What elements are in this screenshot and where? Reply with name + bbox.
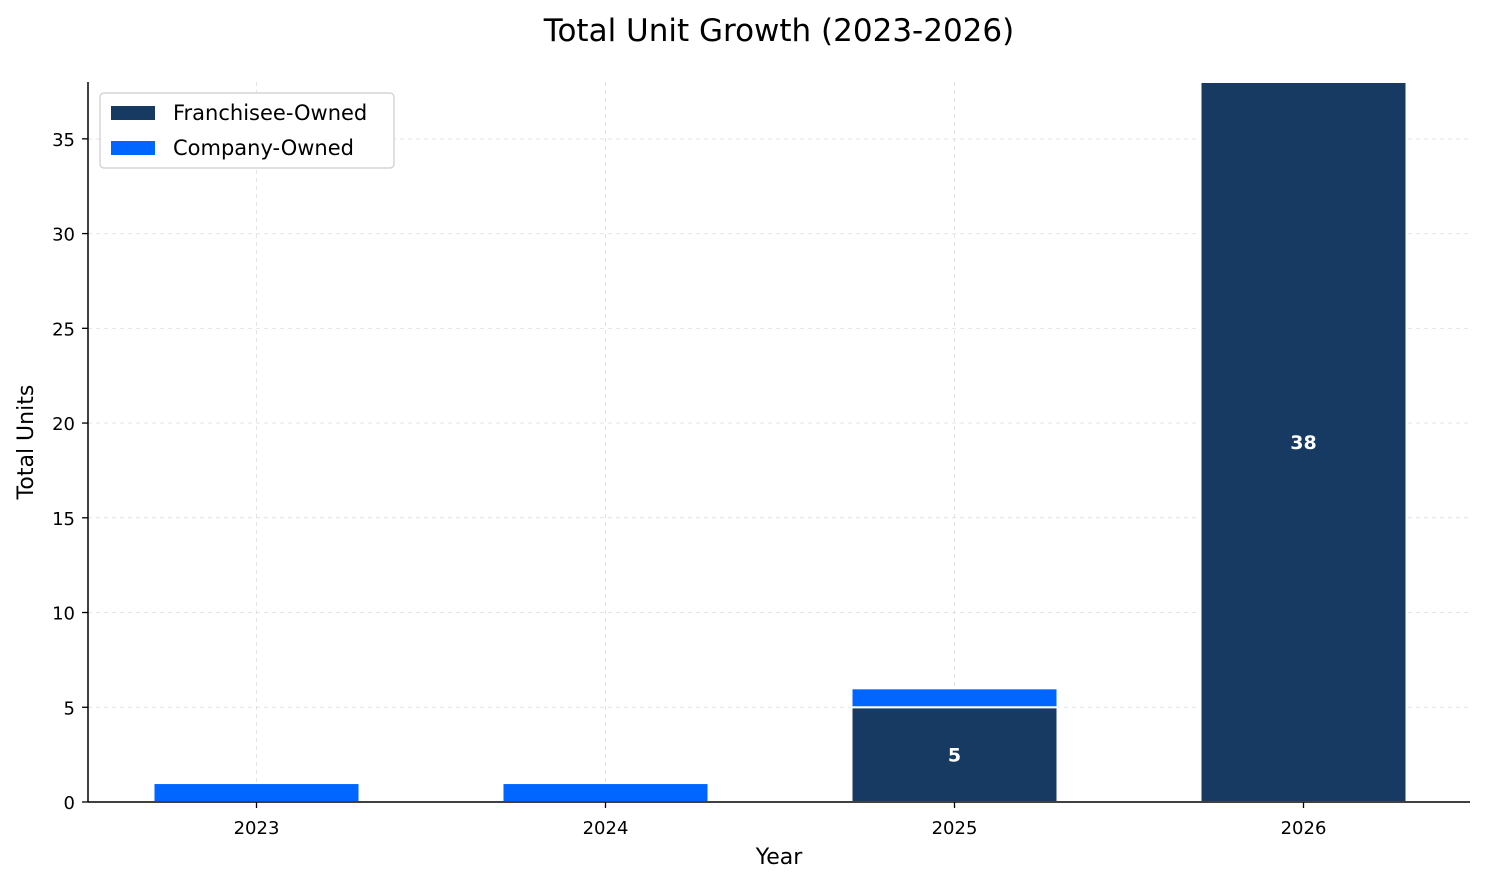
data-label-2025: 5 (948, 745, 961, 767)
y-tick-label: 10 (52, 604, 75, 625)
y-tick-label: 15 (52, 509, 75, 530)
x-ticks: 2023 2024 2025 2026 (234, 802, 1327, 839)
x-tick-label: 2026 (1281, 818, 1327, 839)
y-tick-label: 20 (52, 414, 75, 435)
chart-title: Total Unit Growth (2023-2026) (543, 13, 1014, 49)
y-tick-label: 30 (52, 225, 75, 246)
bar-company-2024 (501, 782, 710, 803)
x-tick-label: 2024 (583, 818, 629, 839)
bar-company-2023 (152, 782, 361, 803)
data-label-2026: 38 (1290, 432, 1316, 454)
bars-layer (152, 81, 1408, 804)
y-axis-label: Total Units (14, 385, 39, 501)
legend: Franchisee-Owned Company-Owned (99, 92, 395, 169)
y-tick-label: 0 (64, 793, 75, 814)
y-tick-label: 25 (52, 319, 75, 340)
x-tick-label: 2023 (234, 818, 280, 839)
legend-box (99, 92, 395, 169)
bar-franchisee-2026 (1199, 81, 1408, 803)
y-ticks: 0 5 10 15 20 25 30 35 (52, 130, 88, 814)
legend-swatch-company (111, 141, 155, 155)
bar-labels-layer: 5 38 (948, 432, 1317, 767)
bar-company-2025 (850, 687, 1059, 709)
x-tick-label: 2025 (932, 818, 978, 839)
legend-label-company: Company-Owned (173, 136, 354, 160)
x-axis-label: Year (755, 845, 804, 870)
y-tick-label: 5 (64, 698, 75, 719)
y-tick-label: 35 (52, 130, 75, 151)
legend-label-franchisee: Franchisee-Owned (173, 101, 367, 125)
legend-swatch-franchisee (111, 106, 155, 120)
